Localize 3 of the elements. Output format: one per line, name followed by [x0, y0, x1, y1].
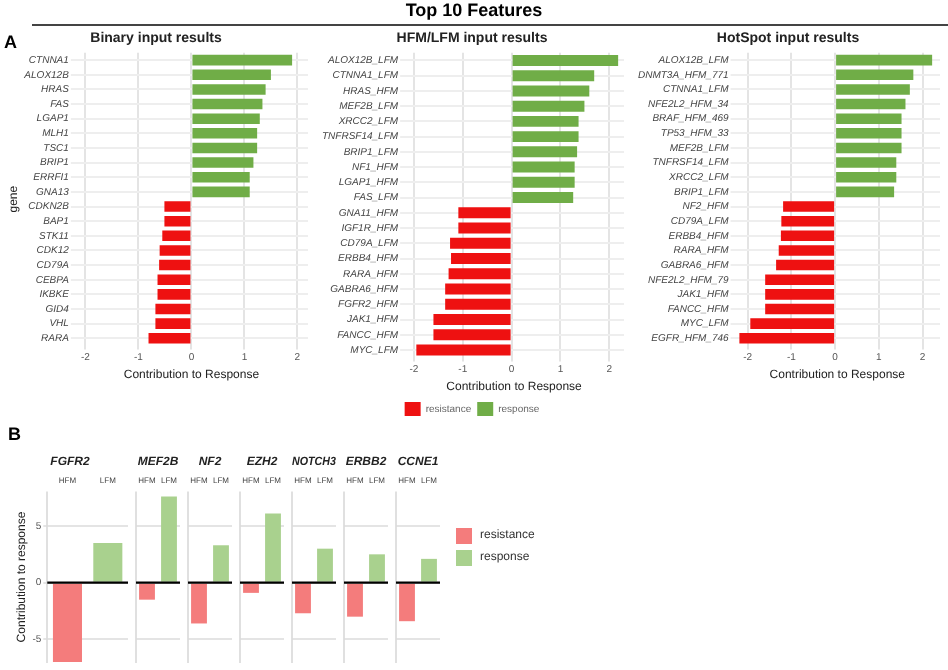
text: B [8, 424, 23, 446]
text: A [4, 32, 19, 54]
text: Top 10 Features [403, 0, 545, 22]
